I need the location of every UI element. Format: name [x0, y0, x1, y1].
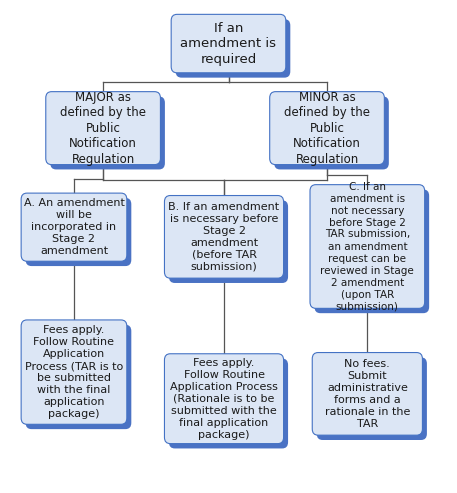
FancyBboxPatch shape	[317, 357, 427, 440]
FancyBboxPatch shape	[26, 198, 131, 266]
Text: B. If an amendment
is necessary before
Stage 2
amendment
(before TAR
submission): B. If an amendment is necessary before S…	[169, 202, 280, 272]
Text: If an
amendment is
required: If an amendment is required	[181, 22, 276, 66]
FancyBboxPatch shape	[21, 320, 127, 424]
FancyBboxPatch shape	[165, 196, 284, 278]
FancyBboxPatch shape	[274, 97, 389, 170]
FancyBboxPatch shape	[310, 185, 425, 308]
Text: No fees.
Submit
administrative
forms and a
rationale in the
TAR: No fees. Submit administrative forms and…	[324, 359, 410, 429]
FancyBboxPatch shape	[46, 92, 160, 165]
FancyBboxPatch shape	[21, 193, 127, 261]
FancyBboxPatch shape	[50, 97, 165, 170]
FancyBboxPatch shape	[169, 200, 288, 283]
Text: Fees apply.
Follow Routine
Application
Process (TAR is to
be submitted
with the : Fees apply. Follow Routine Application P…	[25, 325, 123, 419]
FancyBboxPatch shape	[312, 352, 422, 435]
Text: Fees apply.
Follow Routine
Application Process
(Rationale is to be
submitted wit: Fees apply. Follow Routine Application P…	[170, 358, 278, 440]
FancyBboxPatch shape	[171, 14, 286, 73]
Text: C. If an
amendment is
not necessary
before Stage 2
TAR submission,
an amendment
: C. If an amendment is not necessary befo…	[320, 181, 414, 312]
FancyBboxPatch shape	[175, 19, 290, 77]
FancyBboxPatch shape	[270, 92, 384, 165]
Text: A. An amendment
will be
incorporated in
Stage 2
amendment: A. An amendment will be incorporated in …	[24, 198, 124, 256]
FancyBboxPatch shape	[169, 358, 288, 449]
Text: MAJOR as
defined by the
Public
Notification
Regulation: MAJOR as defined by the Public Notificat…	[60, 91, 146, 166]
Text: MINOR as
defined by the
Public
Notification
Regulation: MINOR as defined by the Public Notificat…	[284, 91, 370, 166]
FancyBboxPatch shape	[314, 189, 429, 313]
FancyBboxPatch shape	[26, 325, 131, 429]
FancyBboxPatch shape	[165, 354, 284, 444]
